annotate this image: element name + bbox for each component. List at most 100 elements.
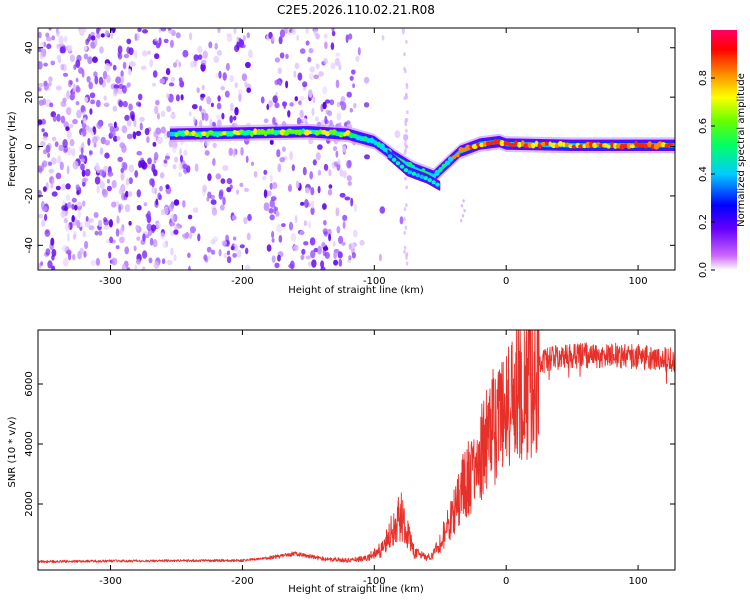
noise-speck (174, 156, 178, 163)
noise-speck (99, 147, 104, 155)
noise-speck (94, 176, 101, 185)
noise-speck (51, 248, 57, 257)
noise-speck (169, 221, 176, 227)
noise-speck (141, 50, 148, 57)
secondary-trace-blob (399, 164, 405, 169)
secondary-trace-blob (435, 182, 440, 187)
noise-speck (310, 250, 316, 259)
noise-speck (263, 202, 270, 212)
noise-speck (50, 183, 54, 189)
noise-speck (56, 113, 61, 122)
trace-blob (200, 131, 207, 136)
noise-speck (209, 118, 213, 128)
noise-speck (206, 196, 210, 202)
noise-speck (133, 131, 137, 140)
noise-speck (271, 182, 278, 189)
noise-speck (128, 177, 133, 185)
trace-blob (225, 131, 230, 137)
noise-speck (277, 254, 281, 262)
noise-speck (43, 62, 48, 67)
noise-speck (118, 84, 124, 89)
trace-blob (485, 141, 492, 146)
noise-speck (51, 265, 56, 270)
noise-speck (307, 56, 312, 63)
noise-speck (315, 152, 321, 161)
noise-speck (58, 35, 64, 45)
noise-speck (164, 155, 171, 160)
noise-speck (174, 225, 180, 230)
noise-speck (88, 218, 94, 223)
noise-speck (136, 236, 141, 242)
noise-speck (172, 164, 177, 170)
noise-speck (335, 79, 340, 89)
noise-speck (268, 100, 273, 108)
noise-speck (60, 115, 66, 124)
noise-speck (46, 43, 52, 50)
noise-speck (342, 145, 347, 153)
noise-speck (220, 178, 226, 184)
noise-speck (142, 233, 146, 242)
noise-speck (215, 114, 222, 120)
noise-speck (330, 42, 335, 50)
trace-blob (188, 132, 193, 136)
noise-speck (72, 118, 78, 125)
noise-speck (323, 58, 328, 65)
noise-speck (117, 45, 123, 54)
noise-speck (201, 84, 205, 91)
trace-blob (441, 163, 447, 168)
colorbar: 0.0 0.2 0.4 0.6 0.8 Normalized spectral ampl… (698, 30, 747, 278)
trace-blob (222, 131, 227, 136)
noise-speck (170, 247, 174, 256)
noise-speck (324, 99, 331, 104)
noise-speck (250, 161, 255, 166)
noise-speck (278, 36, 283, 45)
noise-speck (66, 90, 70, 99)
noise-speck (102, 70, 108, 80)
noise-speck (40, 261, 43, 266)
noise-speck (150, 224, 157, 232)
noise-speck (152, 239, 158, 248)
noise-speck (111, 257, 118, 266)
trace-blob (228, 131, 234, 137)
chart-title: C2E5.2026.110.02.21.R08 (277, 3, 435, 17)
noise-speck (42, 98, 47, 106)
noise-speck (323, 219, 327, 226)
secondary-trace-blob (427, 178, 432, 183)
noise-speck (151, 187, 155, 194)
noise-speck (274, 102, 280, 109)
spectrogram-x-axis-label: Height of straight line (km) (288, 285, 424, 296)
noise-speck (92, 136, 98, 144)
noise-speck (462, 199, 465, 203)
noise-speck (94, 38, 98, 46)
noise-speck (116, 136, 121, 141)
noise-speck (38, 213, 44, 219)
noise-speck (82, 117, 87, 124)
noise-speck (137, 93, 143, 101)
noise-speck (179, 148, 183, 157)
noise-speck (99, 180, 105, 190)
trace-blob (527, 142, 532, 149)
noise-speck (50, 60, 56, 66)
noise-speck (191, 104, 198, 110)
noise-speck (274, 57, 280, 63)
noise-speck (134, 264, 138, 270)
noise-speck (94, 230, 99, 236)
spectrogram-noise-layer (38, 28, 409, 270)
trace-blob (373, 140, 378, 146)
noise-speck (133, 245, 137, 252)
noise-speck (234, 44, 240, 53)
noise-speck (279, 157, 286, 163)
trace-blob (259, 129, 266, 135)
x-tick-label: -100 (363, 576, 386, 587)
noise-speck (460, 219, 463, 223)
noise-speck (133, 118, 137, 128)
noise-speck (120, 172, 125, 182)
noise-speck (147, 157, 152, 165)
noise-speck (232, 148, 236, 158)
noise-speck (75, 84, 80, 92)
noise-speck (329, 99, 335, 106)
noise-speck (340, 96, 346, 103)
trace-blob (215, 132, 220, 138)
noise-speck (146, 223, 152, 232)
trace-blob (307, 130, 313, 135)
